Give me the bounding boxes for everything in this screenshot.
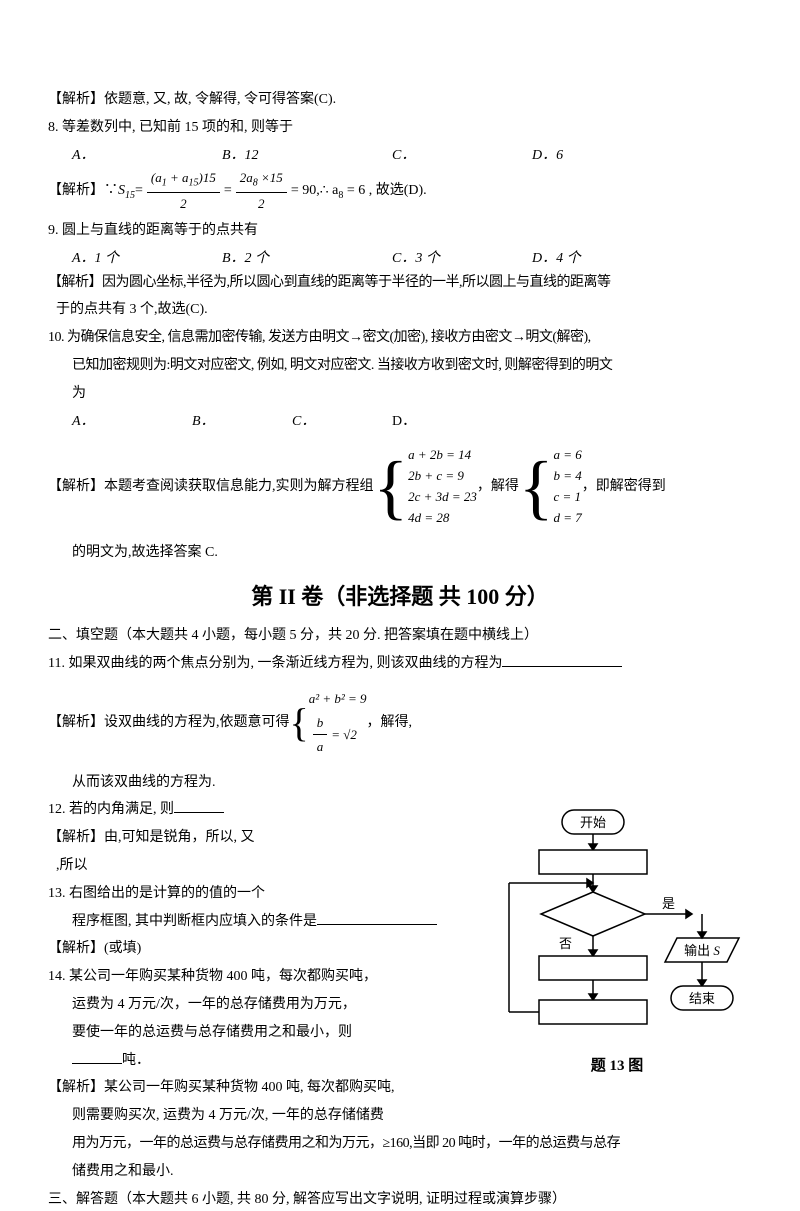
flow-output-label: 输出 S [684, 943, 720, 958]
q8-frac1: (a1 + a15)15 2 [147, 167, 220, 215]
q14-ana2: 则需要购买次, 运费为 4 万元/次, 一年的总存储储费 [64, 1104, 458, 1128]
q10-ana-prefix: 【解析】本题考查阅读获取信息能力,实则为解方程组 [48, 475, 374, 499]
flow-diamond [541, 892, 645, 936]
flow-box2 [539, 956, 647, 980]
q14-ana3: 用为万元，一年的总运费与总存储费用之和为万元，≥160,当即 20 吨时，一年的… [64, 1132, 752, 1156]
flow-start-label: 开始 [580, 815, 606, 830]
q11-conclusion: 从而该双曲线的方程为. [64, 771, 752, 795]
q14-line2: 运费为 4 万元/次，一年的总存储费用为万元， [64, 993, 458, 1017]
q8-options: A． B．12 C． D．6 [48, 144, 752, 168]
q8-opt-a: A． [72, 144, 222, 168]
q10-line3: 为 [64, 382, 752, 406]
q8-opt-d: D．6 [532, 144, 563, 168]
q11-analysis: 【解析】设双曲线的方程为,依题意可得 { a² + b² = 9 ba = √2… [48, 687, 752, 758]
q10-options: A． B． C． D． [48, 410, 752, 434]
q11-question: 11. 如果双曲线的两个焦点分别为, 一条渐近线方程为, 则该双曲线的方程为 [48, 652, 752, 676]
q9-opt-b: B．2 个 [222, 247, 392, 271]
q8-s-sub: 15 [125, 190, 135, 201]
q10-brace1: { a + 2b = 14 2b + c = 9 2c + 3d = 23 4d… [374, 445, 477, 528]
q8-eq90: = 90,∴ a8 = 6 , 故选(D). [291, 179, 427, 204]
flow-no-label: 否 [559, 936, 572, 951]
q10-opt-a: A． [72, 410, 192, 434]
q14-line3: 要使一年的总运费与总存储费用之和最小，则 [64, 1021, 458, 1045]
q10-opt-c: C． [292, 410, 392, 434]
q8-eq2: = [224, 179, 232, 203]
q10-conclusion: 的明文为,故选择答案 C. [64, 541, 752, 565]
q10-analysis: 【解析】本题考查阅读获取信息能力,实则为解方程组 { a + 2b = 14 2… [48, 445, 752, 528]
section2-title: 第 II 卷（非选择题 共 100 分） [48, 578, 752, 615]
flowchart-diagram: 开始 是 否 输出 S 结束 [477, 808, 742, 1120]
q8-frac2: 2a8 ×15 2 [236, 167, 287, 215]
q8-s: S [118, 183, 125, 198]
q10-brace2: { a = 6 b = 4 c = 1 d = 7 [519, 445, 582, 528]
q14-ana1: 【解析】某公司一年购买某种货物 400 吨, 每次都购买吨, [48, 1076, 458, 1100]
flow-box3 [539, 1000, 647, 1024]
q9-options: A．1 个 B．2 个 C．3 个 D．4 个 [48, 247, 752, 271]
fill-blank-header: 二、填空题（本大题共 4 小题，每小题 5 分，共 20 分. 把答案填在题中横… [48, 624, 752, 648]
section3-header: 三、解答题（本大题共 6 小题, 共 80 分, 解答应写出文字说明, 证明过程… [48, 1188, 752, 1211]
q10-line1: 10. 为确保信息安全, 信息需加密传输, 发送方由明文→密文(加密), 接收方… [48, 326, 752, 350]
q11-solve: ，解得, [367, 711, 413, 735]
q8-opt-b: B．12 [222, 144, 392, 168]
q11-brace: { a² + b² = 9 ba = √2 [290, 687, 367, 758]
q9-opt-c: C．3 个 [392, 247, 532, 271]
q8-question: 8. 等差数列中, 已知前 15 项的和, 则等于 [48, 116, 752, 140]
q14-ana4: 储费用之和最小. [64, 1160, 752, 1184]
q10-opt-b: B． [192, 410, 292, 434]
q9-opt-a: A．1 个 [72, 247, 222, 271]
q10-solve: ，解得 [477, 475, 519, 499]
q9-analysis-2: 于的点共有 3 个,故选(C). [48, 298, 752, 322]
q8-ana-prefix: 【解析】∵ [48, 179, 118, 203]
q8-opt-c: C． [392, 144, 532, 168]
q9-analysis-1: 【解析】因为圆心坐标,半径为,所以圆心到直线的距离等于半径的一半,所以圆上与直线… [48, 271, 752, 295]
q11-ana-prefix: 【解析】设双曲线的方程为,依题意可得 [48, 711, 290, 735]
q9-question: 9. 圆上与直线的距离等于的点共有 [48, 219, 752, 243]
flow-figure-label: 题 13 图 [591, 1057, 644, 1074]
q9-opt-d: D．4 个 [532, 247, 581, 271]
flow-end-label: 结束 [689, 991, 715, 1006]
q10-opt-d: D． [392, 410, 416, 434]
q14-line4: 吨． [64, 1049, 458, 1073]
flow-box1 [539, 850, 647, 874]
q8-formula: 【解析】∵ S15 = (a1 + a15)15 2 = 2a8 ×15 2 =… [48, 167, 752, 215]
flow-yes-label: 是 [662, 896, 675, 911]
q8-analysis: 【解析】依题意, 又, 故, 令解得, 令可得答案(C). [48, 88, 752, 112]
q14-line1: 14. 某公司一年购买某种货物 400 吨，每次都购买吨， [48, 965, 458, 989]
q10-line2: 已知加密规则为:明文对应密文, 例如, 明文对应密文. 当接收方收到密文时, 则… [64, 354, 752, 378]
q10-end: ，即解密得到 [582, 475, 666, 499]
q8-eq1: = [135, 179, 143, 203]
